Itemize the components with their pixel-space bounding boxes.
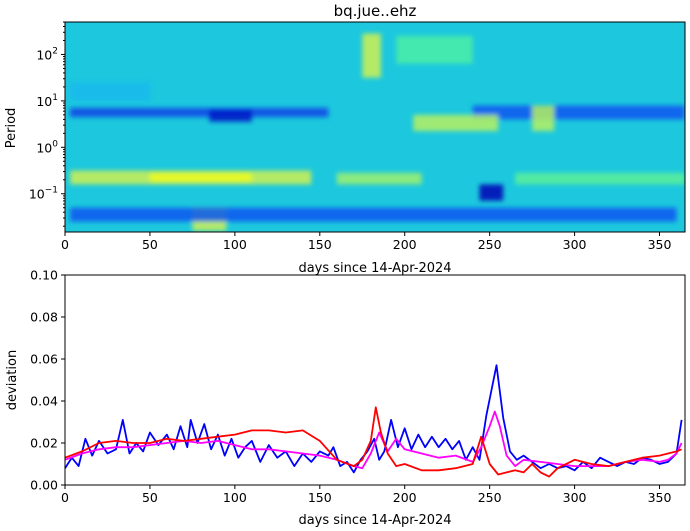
heatmap-cell-5 <box>336 172 422 185</box>
spectrogram-frame <box>64 21 686 233</box>
deviation-y-tick-label: 0.04 <box>30 394 58 409</box>
spectrogram-y-tick-label: 100 <box>36 139 58 155</box>
spectrogram-x-tick-label: 150 <box>308 237 332 252</box>
heatmap-field <box>65 22 685 232</box>
heatmap-cell-2 <box>472 105 685 120</box>
deviation-y-tick-label: 0.02 <box>30 436 58 451</box>
spectrogram-x-tick-label: 100 <box>223 237 247 252</box>
spectrogram-y-axis-label: Period <box>4 108 19 149</box>
heatmap-cell-9 <box>413 114 499 132</box>
spectrogram-x-tick-label: 350 <box>648 237 672 252</box>
deviation-frame <box>64 274 686 486</box>
heatmap-cell-7 <box>479 184 504 201</box>
spectrogram-panel: 0 50 100 150 200 250 300 350 10−1 100 101 102 <box>29 21 686 252</box>
spectrogram-x-tick-label: 200 <box>393 237 417 252</box>
heatmap-cell-6 <box>515 172 685 185</box>
deviation-y-tick-label: 0.06 <box>30 352 58 367</box>
deviation-x-tick-label: 100 <box>223 490 247 505</box>
heatmap-cell-4 <box>149 172 252 183</box>
deviation-x-axis-label: days since 14-Apr-2024 <box>298 513 451 528</box>
heatmap-cell-14 <box>70 82 150 101</box>
deviation-x-tick-label: 250 <box>478 490 502 505</box>
spectrogram-y-tick-label: 10−1 <box>29 186 58 202</box>
deviation-y-tick-label: 0.00 <box>30 478 58 493</box>
deviation-y-tick-label: 0.10 <box>30 268 58 283</box>
spectrogram-x-tick-label: 300 <box>563 237 587 252</box>
deviation-x-tick-label: 50 <box>142 490 158 505</box>
spectrogram-x-tick-label: 250 <box>478 237 502 252</box>
spectrogram-title: bq.jue..ehz <box>334 2 417 20</box>
heatmap-cell-13 <box>396 35 473 64</box>
heatmap-cell-8 <box>362 33 381 78</box>
deviation-x-tick-label: 200 <box>393 490 417 505</box>
deviation-x-tick-label: 0 <box>61 490 69 505</box>
deviation-x-tick-label: 300 <box>563 490 587 505</box>
heatmap-cell-1 <box>209 110 252 122</box>
deviation-y-axis-label: deviation <box>5 350 20 410</box>
heatmap-cell-10 <box>532 105 555 132</box>
spectrogram-y-tick-label: 102 <box>36 46 58 62</box>
deviation-x-tick-label: 150 <box>308 490 332 505</box>
spectrogram-x-tick-label: 50 <box>142 237 158 252</box>
spectrogram-x-axis-label: days since 14-Apr-2024 <box>298 261 451 276</box>
deviation-y-tick-label: 0.08 <box>30 310 58 325</box>
deviation-line-panel: 0 50 100 150 200 250 300 350 0.00 0.02 0.04 0.06 0.0… <box>30 268 686 505</box>
deviation-x-tick-label: 350 <box>648 490 672 505</box>
heatmap-features <box>70 33 685 231</box>
deviation-series-3-line <box>64 406 682 478</box>
spectrogram-x-tick-label: 0 <box>61 237 69 252</box>
heatmap-cell-12 <box>70 207 677 222</box>
heatmap-cell-0 <box>70 107 329 118</box>
deviation-series-2-line <box>64 410 683 470</box>
spectrogram-y-tick-label: 101 <box>36 93 58 109</box>
deviation-plot-area <box>65 275 685 485</box>
deviation-series-1-line <box>64 364 683 474</box>
